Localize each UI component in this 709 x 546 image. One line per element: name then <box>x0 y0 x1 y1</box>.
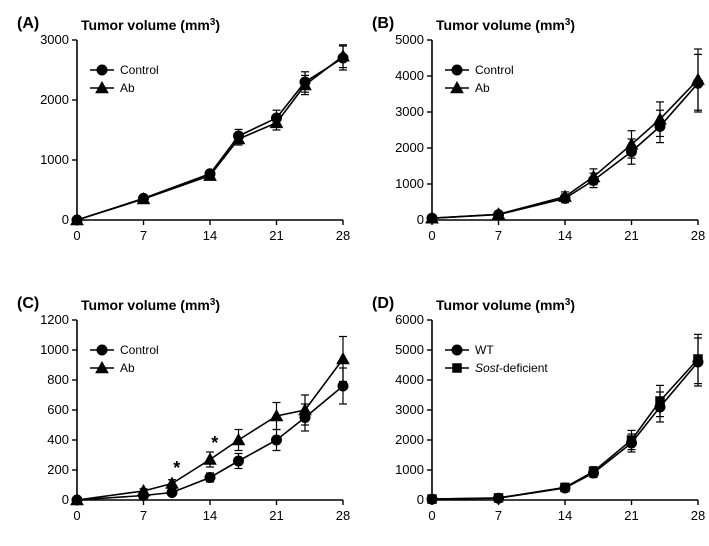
x-tick-label: 0 <box>428 228 435 243</box>
y-tick-label: 5000 <box>395 342 424 357</box>
y-tick-label: 200 <box>47 462 69 477</box>
y-tick-label: 5000 <box>395 32 424 47</box>
x-tick-label: 28 <box>336 228 350 243</box>
y-tick-label: 0 <box>417 212 424 227</box>
y-axis-label: Tumor volume (mm3) <box>81 297 220 314</box>
y-axis-label: Tumor volume (mm3) <box>81 17 220 34</box>
y-tick-label: 4000 <box>395 68 424 83</box>
legend-label: Control <box>120 63 159 77</box>
y-tick-label: 0 <box>62 212 69 227</box>
y-tick-label: 0 <box>62 492 69 507</box>
y-tick-label: 3000 <box>395 104 424 119</box>
y-tick-label: 2000 <box>395 432 424 447</box>
panel-A: (A) Tumor volume (mm3) 0 1000 2000 3000 0 7 14 21… <box>15 10 355 260</box>
y-tick-label: 1000 <box>395 176 424 191</box>
y-tick-label: 1000 <box>40 342 69 357</box>
y-tick-label: 400 <box>47 432 69 447</box>
x-tick-label: 7 <box>495 508 502 523</box>
x-tick-label: 28 <box>691 228 705 243</box>
panel-B: (B) Tumor volume (mm3) 0 1000 2000 3000 4000 50… <box>370 10 709 260</box>
legend-label: Ab <box>120 361 135 375</box>
panel-C: (C) Tumor volume (mm3) 0 200 400 600 800 1000 12… <box>15 290 355 540</box>
y-tick-label: 6000 <box>395 312 424 327</box>
y-tick-label: 3000 <box>40 32 69 47</box>
legend-label: Sost-deficient <box>475 361 548 375</box>
figure: (A)Tumor volume (mm3)0100020003000071421… <box>0 0 709 546</box>
x-tick-label: 7 <box>495 228 502 243</box>
panel-label: (B) <box>372 15 394 32</box>
panel-label: (A) <box>17 15 39 32</box>
x-tick-label: 7 <box>140 508 147 523</box>
panel-label: (C) <box>17 295 39 312</box>
legend-label: Ab <box>120 81 135 95</box>
y-tick-label: 0 <box>417 492 424 507</box>
x-tick-label: 0 <box>428 508 435 523</box>
panel-label: (D) <box>372 295 394 312</box>
x-tick-label: 0 <box>73 508 80 523</box>
y-tick-label: 2000 <box>395 140 424 155</box>
y-axis-label: Tumor volume (mm3) <box>436 297 575 314</box>
legend-label: Control <box>475 63 514 77</box>
legend-label: Control <box>120 343 159 357</box>
y-tick-label: 800 <box>47 372 69 387</box>
y-tick-label: 1200 <box>40 312 69 327</box>
y-tick-label: 4000 <box>395 372 424 387</box>
legend-label: WT <box>475 343 494 357</box>
series-line <box>432 359 698 499</box>
annotation: * <box>211 433 218 453</box>
x-tick-label: 28 <box>691 508 705 523</box>
x-tick-label: 28 <box>336 508 350 523</box>
y-tick-label: 1000 <box>395 462 424 477</box>
legend-label: Ab <box>475 81 490 95</box>
series-line <box>432 362 698 499</box>
y-axis-label: Tumor volume (mm3) <box>436 17 575 34</box>
y-tick-label: 3000 <box>395 402 424 417</box>
x-tick-label: 14 <box>558 228 572 243</box>
x-tick-label: 21 <box>624 228 638 243</box>
x-tick-label: 7 <box>140 228 147 243</box>
y-tick-label: 1000 <box>40 152 69 167</box>
x-tick-label: 14 <box>203 508 217 523</box>
annotation: * <box>173 458 180 478</box>
y-tick-label: 600 <box>47 402 69 417</box>
x-tick-label: 21 <box>624 508 638 523</box>
y-tick-label: 2000 <box>40 92 69 107</box>
x-tick-label: 21 <box>269 508 283 523</box>
x-tick-label: 21 <box>269 228 283 243</box>
x-tick-label: 14 <box>558 508 572 523</box>
panel-D: (D) Tumor volume (mm3) 0 1000 2000 3000 4000 50… <box>370 290 709 540</box>
x-tick-label: 0 <box>73 228 80 243</box>
x-tick-label: 14 <box>203 228 217 243</box>
